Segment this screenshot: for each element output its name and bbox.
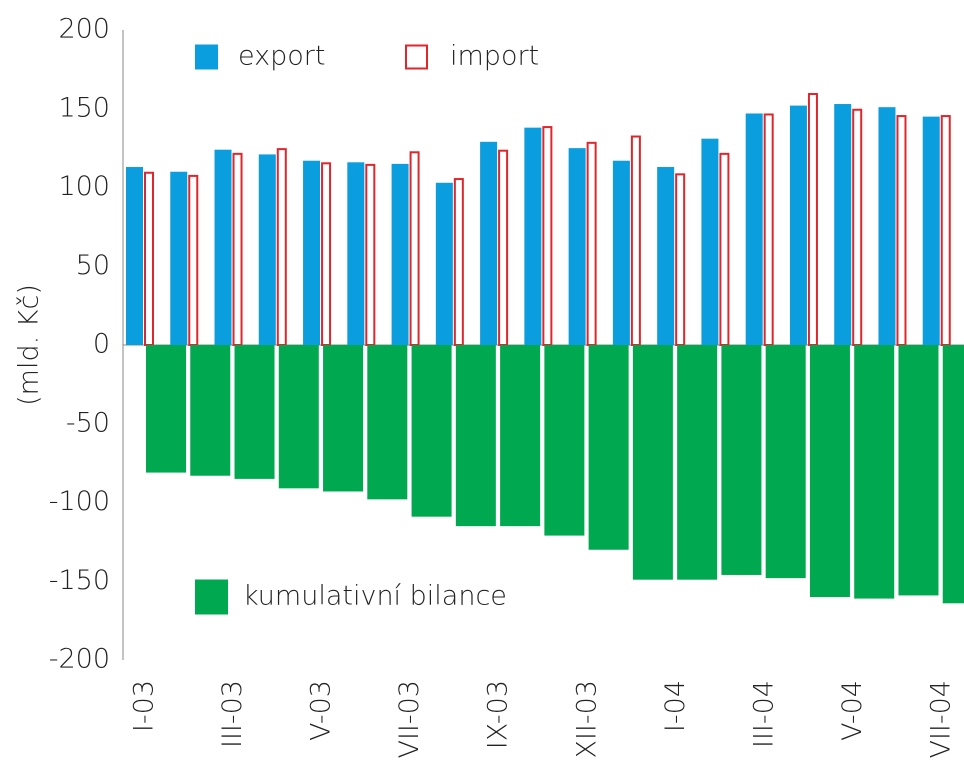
legend-swatch	[405, 44, 428, 70]
legend-label: export	[238, 41, 325, 72]
bar	[214, 149, 232, 345]
bar	[721, 345, 762, 575]
x-tick-label: VII-03	[394, 680, 425, 759]
legend-label: kumulativní bilance	[243, 581, 507, 612]
y-tick-label: 50	[76, 250, 110, 281]
bar	[675, 173, 686, 346]
bar	[480, 141, 498, 345]
bar	[170, 171, 188, 345]
x-tick-label: V-03	[306, 680, 337, 741]
x-tick-label: III-04	[748, 680, 779, 748]
bar	[498, 149, 509, 346]
bar	[146, 345, 186, 473]
bar	[807, 93, 818, 346]
bar	[630, 135, 641, 346]
x-tick-label: V-04	[837, 680, 868, 741]
y-tick-label: -50	[66, 407, 110, 438]
x-tick-label: XII-03	[571, 680, 602, 759]
bar	[188, 174, 199, 346]
bar	[367, 345, 408, 500]
bar	[435, 182, 453, 345]
bar	[834, 104, 852, 346]
bar	[365, 163, 376, 346]
bar	[278, 345, 319, 489]
x-tick-label: III-03	[217, 680, 248, 748]
y-tick-label: -100	[49, 486, 110, 517]
bar	[632, 345, 673, 580]
bar	[898, 345, 939, 596]
x-tick-label: I-03	[129, 680, 160, 732]
bar	[232, 152, 243, 346]
bar	[411, 345, 452, 517]
bar	[391, 163, 409, 345]
bar	[524, 127, 542, 346]
bar	[745, 113, 763, 345]
x-tick-label: I-04	[660, 680, 691, 732]
bar	[568, 148, 586, 345]
bar	[789, 105, 807, 345]
bar	[276, 148, 287, 346]
bar	[657, 167, 675, 345]
x-tick-label: VII-04	[925, 680, 956, 759]
bar	[347, 162, 365, 345]
bar	[719, 152, 730, 346]
y-axis-label: (mld. Kč)	[14, 284, 45, 406]
bar	[809, 345, 850, 597]
bar	[190, 345, 231, 476]
bar	[765, 345, 806, 579]
bar	[940, 115, 951, 346]
bar	[409, 151, 420, 346]
bar	[854, 345, 895, 599]
legend-label: import	[450, 41, 539, 72]
bar	[542, 126, 553, 346]
y-tick-label: 200	[58, 14, 110, 45]
y-tick-label: -200	[49, 644, 110, 675]
bar	[144, 171, 154, 346]
bar	[321, 162, 332, 346]
bar	[878, 107, 896, 345]
y-tick-label: 0	[93, 329, 110, 360]
bar	[258, 154, 276, 345]
bar	[303, 160, 321, 345]
bar	[588, 345, 629, 550]
bar	[453, 178, 464, 346]
bar	[126, 167, 143, 345]
bar	[323, 345, 364, 492]
bar	[612, 160, 630, 345]
bar	[500, 345, 541, 527]
bar	[896, 115, 907, 346]
bar	[852, 108, 863, 346]
bar	[455, 345, 496, 527]
bar	[677, 345, 718, 580]
bar	[544, 345, 585, 536]
bar	[922, 116, 940, 345]
bar	[701, 138, 719, 345]
bar	[763, 113, 774, 346]
bar	[234, 345, 275, 479]
legend-swatch	[195, 579, 228, 615]
y-tick-label: -150	[49, 565, 110, 596]
y-tick-label: 150	[58, 92, 110, 123]
bar	[942, 345, 964, 604]
y-tick-label: 100	[58, 171, 110, 202]
legend-swatch	[195, 44, 218, 70]
bar	[586, 141, 597, 346]
x-tick-label: IX-03	[483, 680, 514, 749]
